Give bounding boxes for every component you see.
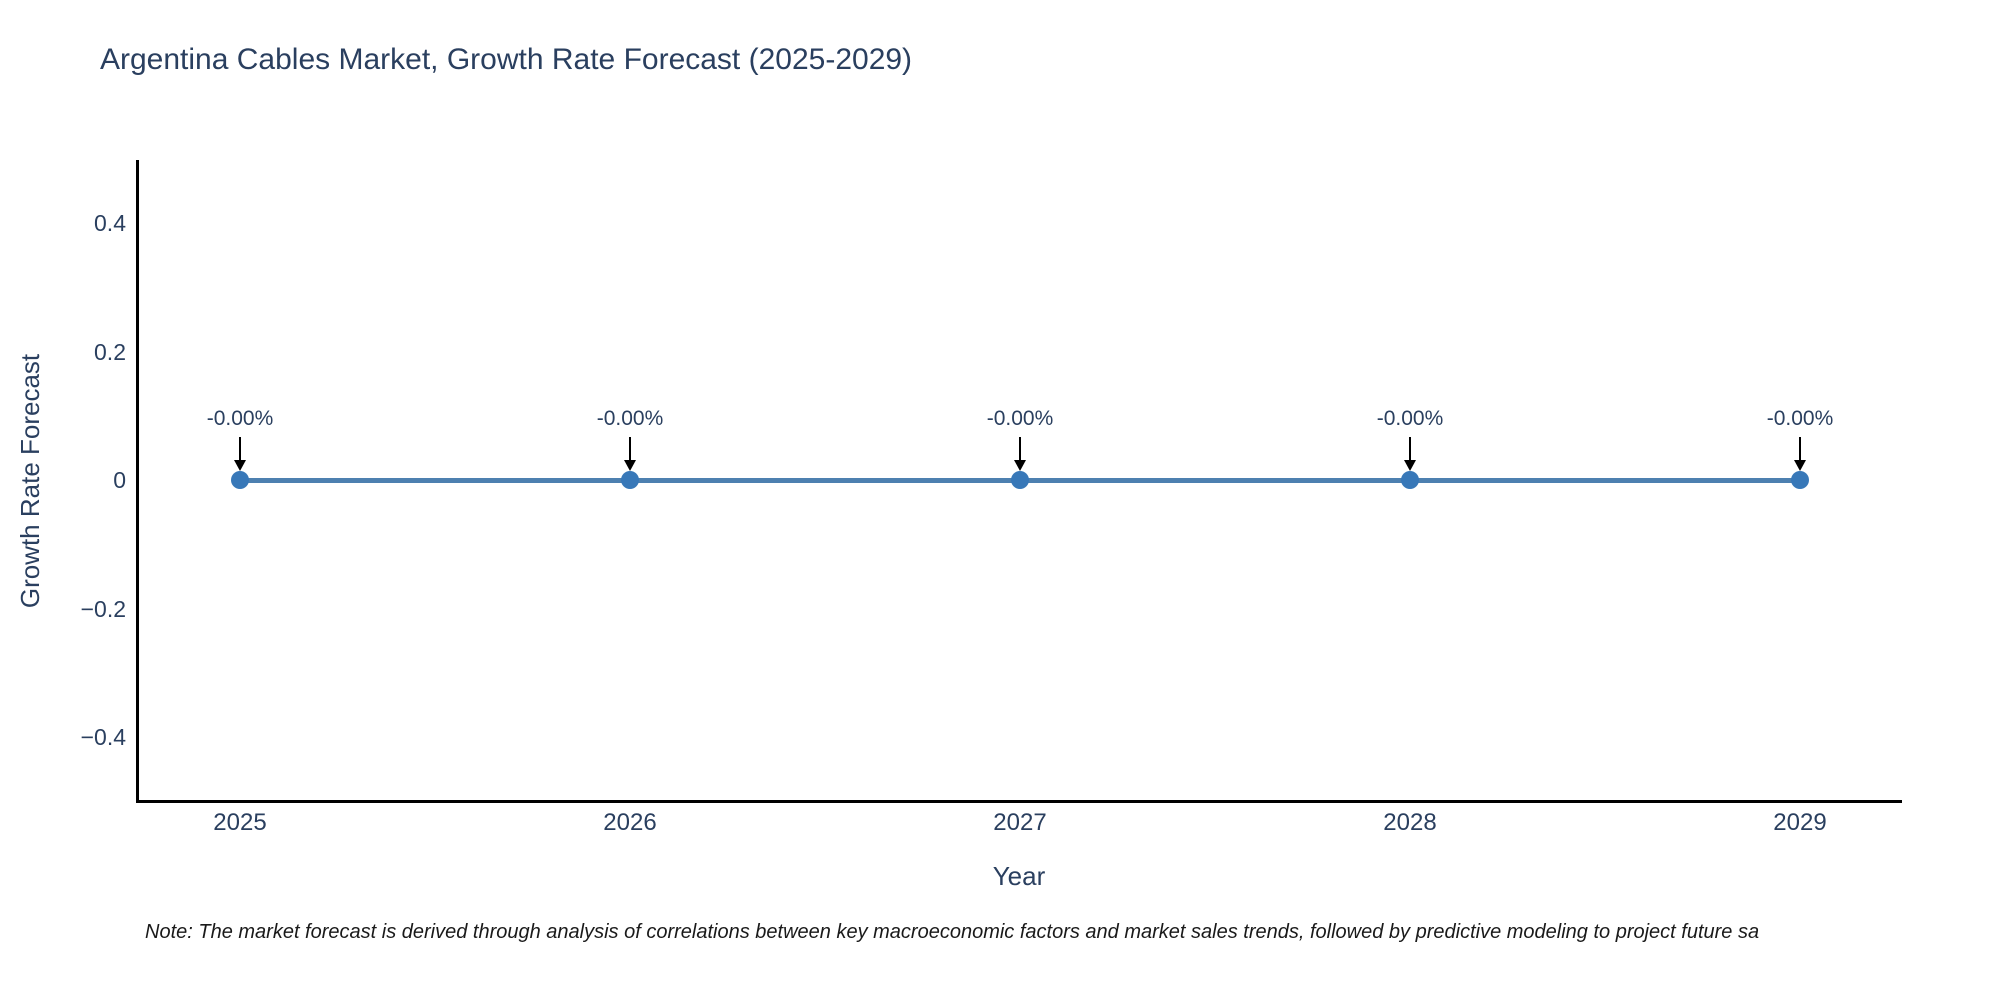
annotation-arrow-shaft (629, 437, 631, 461)
annotation-arrow-head-icon (1014, 460, 1026, 471)
x-axis-title: Year (992, 861, 1046, 891)
y-axis-line (136, 160, 139, 803)
y-tick-label: 0.4 (94, 210, 126, 236)
annotation-label: -0.00% (596, 407, 664, 430)
annotation-label: -0.00% (206, 407, 274, 430)
annotation-label: -0.00% (986, 407, 1054, 430)
annotation-label: -0.00% (1376, 407, 1444, 430)
series-line-segment (240, 477, 630, 483)
annotation-arrow-head-icon (1794, 460, 1806, 471)
annotation-arrow-head-icon (624, 460, 636, 471)
x-tick-label: 2025 (213, 809, 267, 836)
x-tick-label: 2029 (1773, 809, 1827, 836)
data-point-2025[interactable] (231, 471, 249, 489)
annotation-arrow-head-icon (1404, 460, 1416, 471)
annotation-arrow-head-icon (234, 460, 246, 471)
series-line-segment (1410, 477, 1800, 483)
data-point-2026[interactable] (621, 471, 639, 489)
x-axis-line (136, 800, 1902, 803)
data-point-2027[interactable] (1011, 471, 1029, 489)
x-tick-label: 2026 (603, 809, 657, 836)
x-tick-label: 2028 (1383, 809, 1437, 836)
y-tick-label: −0.2 (80, 595, 126, 622)
data-point-2029[interactable] (1791, 471, 1809, 489)
annotation-arrow-shaft (1799, 437, 1801, 461)
data-point-2028[interactable] (1401, 471, 1419, 489)
y-tick-label: −0.4 (80, 724, 126, 750)
y-tick-label: 0 (113, 467, 126, 493)
annotation-arrow-shaft (1019, 437, 1021, 461)
y-tick-label: 0.2 (94, 338, 126, 365)
series-line-segment (1020, 477, 1410, 483)
series-line-segment (630, 477, 1020, 483)
chart-title: Argentina Cables Market, Growth Rate For… (100, 43, 913, 76)
footnote: Note: The market forecast is derived thr… (145, 921, 1760, 943)
x-tick-label: 2027 (993, 809, 1047, 836)
annotation-label: -0.00% (1766, 407, 1834, 430)
annotation-arrow-shaft (239, 437, 241, 461)
annotation-arrow-shaft (1409, 437, 1411, 461)
